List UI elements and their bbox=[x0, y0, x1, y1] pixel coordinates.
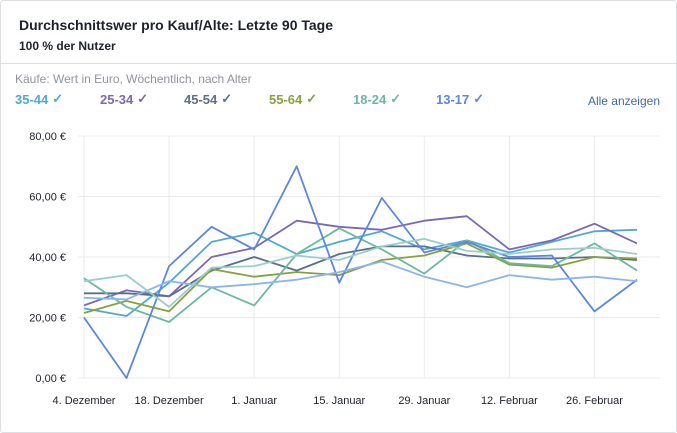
legend-item-55-64[interactable]: 55-64 ✓ bbox=[269, 91, 317, 107]
x-tick-label: 1. Januar bbox=[231, 395, 277, 407]
legend-label: 25-34 bbox=[100, 91, 134, 107]
check-icon: ✓ bbox=[221, 91, 233, 106]
check-icon: ✓ bbox=[306, 91, 318, 106]
y-tick-label: 20,00 € bbox=[29, 313, 66, 325]
x-tick-label: 12. Februar bbox=[481, 395, 538, 407]
x-tick-label: 15. Januar bbox=[313, 395, 365, 407]
x-tick-label: 18. Dezember bbox=[135, 395, 204, 407]
legend-item-25-34[interactable]: 25-34 ✓ bbox=[100, 91, 148, 107]
series-line-extra-6 bbox=[83, 260, 638, 301]
y-tick-label: 40,00 € bbox=[29, 252, 66, 264]
legend-label: 55-64 bbox=[269, 91, 303, 107]
chart-subtitle: 100 % der Nutzer bbox=[19, 39, 116, 53]
legend-label: 18-24 bbox=[353, 91, 387, 107]
show-all-link[interactable]: Alle anzeigen bbox=[587, 94, 660, 108]
check-icon: ✓ bbox=[52, 91, 64, 106]
x-tick-label: 26. Februar bbox=[566, 395, 623, 407]
series-line-25-34 bbox=[83, 215, 638, 307]
series-line-18-24 bbox=[83, 227, 638, 323]
series-line-extra-7 bbox=[83, 237, 638, 308]
legend-label: 45-54 bbox=[184, 91, 218, 107]
legend-item-35-44[interactable]: 35-44 ✓ bbox=[15, 91, 63, 107]
y-tick-label: 80,00 € bbox=[29, 131, 66, 143]
series-line-35-44 bbox=[83, 228, 638, 317]
legend-item-13-17[interactable]: 13-17 ✓ bbox=[436, 91, 484, 107]
check-icon: ✓ bbox=[473, 91, 485, 106]
legend-label: 35-44 bbox=[15, 91, 49, 107]
series-line-45-54 bbox=[84, 245, 638, 298]
x-tick-label: 29. Januar bbox=[398, 395, 450, 407]
legend-item-45-54[interactable]: 45-54 ✓ bbox=[184, 91, 232, 107]
series-line-13-17 bbox=[83, 165, 638, 379]
chart-description: Käufe: Wert in Euro, Wöchentlich, nach A… bbox=[15, 72, 252, 86]
check-icon: ✓ bbox=[137, 91, 149, 106]
chart-title: Durchschnittswer pro Kauf/Alte: Letzte 9… bbox=[19, 17, 334, 33]
legend-label: 13-17 bbox=[436, 91, 470, 107]
y-tick-label: 60,00 € bbox=[29, 192, 66, 204]
card-header: Durchschnittswer pro Kauf/Alte: Letzte 9… bbox=[1, 1, 676, 64]
y-tick-label: 0,00 € bbox=[35, 373, 66, 385]
x-tick-label: 4. Dezember bbox=[53, 395, 116, 407]
legend-item-18-24[interactable]: 18-24 ✓ bbox=[353, 91, 401, 107]
check-icon: ✓ bbox=[390, 91, 402, 106]
